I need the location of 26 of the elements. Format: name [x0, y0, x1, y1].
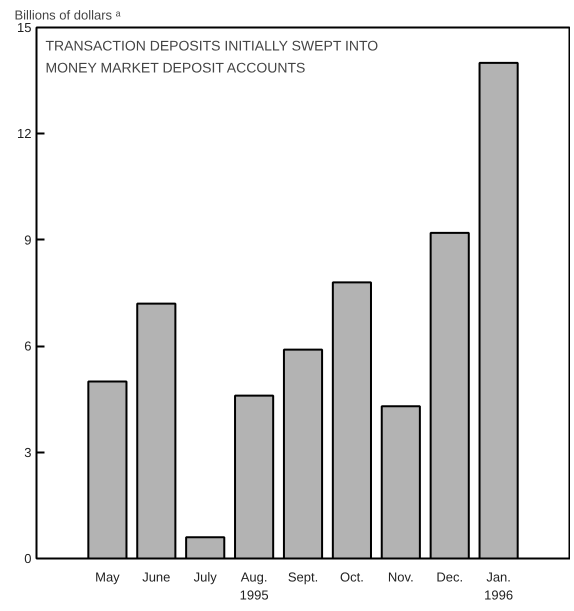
- bar: [478, 62, 519, 558]
- y-tick-label: 0: [24, 551, 32, 566]
- x-tick-label: July: [194, 570, 218, 584]
- bar: [185, 536, 226, 558]
- bar: [136, 302, 176, 558]
- bar: [380, 405, 421, 558]
- x-tick-label: June: [142, 570, 170, 584]
- y-tick-label: 6: [24, 338, 32, 354]
- x-tick-label: May: [95, 570, 120, 584]
- y-tick-label: 12: [17, 126, 32, 142]
- x-tick-label: Nov.: [388, 570, 414, 584]
- y-axis-title: Billions of dollars ᵃ: [14, 8, 121, 22]
- bar: [234, 394, 274, 558]
- bar: [282, 348, 324, 558]
- y-tick-label: 9: [24, 232, 32, 248]
- text: TRANSACTION DEPOSITS INITIALLY SWEPT INTO MONEY MARKET DEPOSIT ACCOUNTS: [46, 38, 378, 76]
- x-tick-label: Aug. 1995: [240, 570, 269, 602]
- y-tick-label: 15: [17, 20, 32, 35]
- x-tick-label: Dec.: [436, 570, 464, 584]
- x-tick-label: Sept.: [288, 570, 318, 584]
- bar: [332, 281, 372, 558]
- bar: [87, 380, 128, 558]
- bar: [430, 232, 470, 558]
- y-tick-label: 3: [24, 444, 32, 460]
- x-tick-label: Jan. 1996: [484, 570, 514, 602]
- x-tick-label: Oct.: [340, 570, 364, 584]
